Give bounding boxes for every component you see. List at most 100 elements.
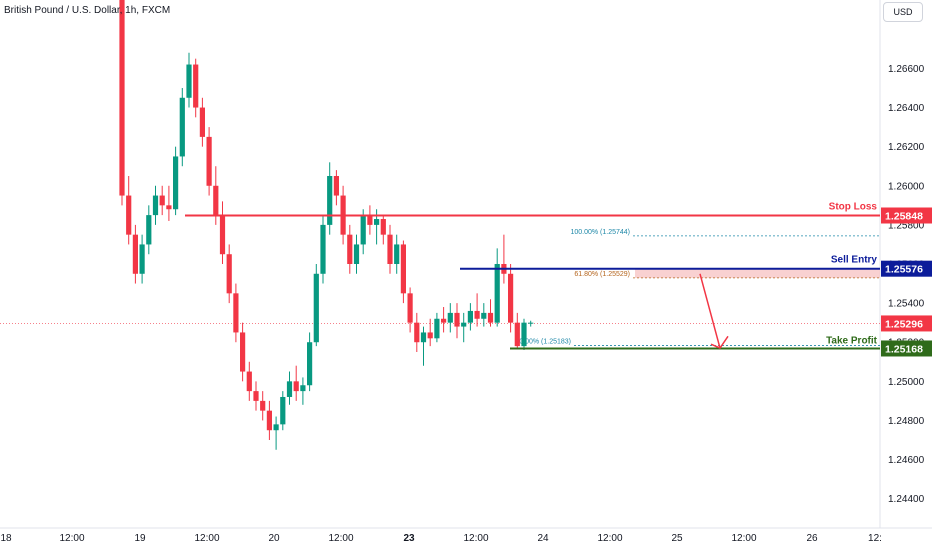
fib-zone [635,268,880,278]
y-tick-label: 1.25800 [888,220,925,231]
candle-body [132,234,138,274]
y-tick-label: 1.26400 [888,103,925,114]
x-tick-label: 19 [134,533,146,544]
candle-body [260,400,266,411]
current-price-badge [881,315,932,332]
take-profit-label: Take Profit [826,335,878,346]
x-tick-label: 23 [403,533,415,544]
stop-loss-badge [881,207,932,224]
candle-body [387,234,393,264]
candle-body [119,0,125,196]
candle-body [380,219,386,235]
candle-body [186,64,192,98]
candle-body [481,312,487,319]
candle-body [159,195,165,206]
candle-body [280,396,286,425]
candle-body [447,312,453,323]
chart-title: British Pound / U.S. Dollar, 1h, FXCM [4,5,171,16]
candle-body [193,64,199,108]
candle-body [400,244,406,294]
x-tick-label: 12:00 [194,533,219,544]
candle-body [333,176,339,196]
x-tick-label: 12:00 [463,533,488,544]
candle-body [213,185,219,216]
candle-body [494,264,500,323]
candle-body [441,318,447,323]
candle-body [273,424,279,431]
candle-body [152,195,159,216]
sell-entry-badge [881,260,932,277]
candle-body [367,215,373,225]
sell-entry-badge-text: 1.25576 [885,264,923,276]
candle-body [166,205,172,210]
x-tick-label: 12:00 [597,533,622,544]
candle-body [126,195,132,235]
candle-body [173,156,179,210]
arrow-shaft [699,273,721,349]
y-tick-label: 1.26000 [888,181,925,192]
take-profit-badge-text: 1.25168 [885,343,923,355]
candle-body [320,224,326,274]
candle-body [467,310,473,323]
take-profit-badge [881,340,932,357]
candle-body [434,318,440,339]
current-price-badge-text: 1.25296 [885,318,923,330]
candle-body [394,244,400,264]
y-tick-label: 1.26200 [888,142,925,153]
stop-loss-label: Stop Loss [829,202,878,213]
candle-body [146,215,152,245]
candle-body [461,322,467,327]
candle-body [246,371,252,392]
fib-level-label: 0.00% (1.25183) [519,339,571,346]
candle-body [286,381,293,397]
candle-body [206,136,212,186]
currency-selector[interactable]: USD [883,2,923,22]
arrow-head [710,335,729,350]
candle-body [266,410,272,431]
candle-body [300,385,306,392]
y-tick-label: 1.24600 [888,455,925,466]
candle-body [521,322,527,347]
candle-body [487,312,494,323]
candle-body [313,273,319,343]
candle-body [307,342,313,386]
candle-body [407,293,413,323]
sell-entry-label: Sell Entry [831,255,878,266]
y-tick-label: 1.26600 [888,64,925,75]
candle-body [293,381,299,392]
candle-body [528,322,534,324]
candle-body [199,107,205,137]
fib-level-label: 100.00% (1.25744) [570,229,630,236]
x-tick-label: 12:00 [59,533,84,544]
stop-loss-badge-text: 1.25848 [885,211,923,223]
y-tick-label: 1.24400 [888,494,925,505]
candle-body [353,244,360,264]
x-tick-label: 20 [268,533,280,544]
candle-body [514,322,520,347]
x-tick-label: 25 [671,533,683,544]
x-tick-label: 12:00 [731,533,756,544]
candle-body [474,310,480,319]
candle-body [179,97,185,157]
candle-body [420,332,427,343]
x-tick-label: 26 [806,533,818,544]
candle-body [374,219,380,225]
y-tick-label: 1.24800 [888,416,925,427]
x-tick-label: 12:00 [328,533,353,544]
candle-body [139,244,145,274]
candle-body [427,332,433,339]
candle-body [327,176,333,225]
candle-body [360,215,366,245]
candle-body [219,215,226,255]
x-tick-label: 18 [0,533,12,544]
x-tick-label: 24 [537,533,549,544]
candle-body [226,254,232,294]
candle-body [233,293,239,333]
candle-body [253,391,259,401]
candle-body [414,322,420,343]
candle-body [347,234,353,264]
candle-body [240,332,246,372]
candle-body [508,273,514,323]
y-tick-label: 1.25000 [888,377,925,388]
